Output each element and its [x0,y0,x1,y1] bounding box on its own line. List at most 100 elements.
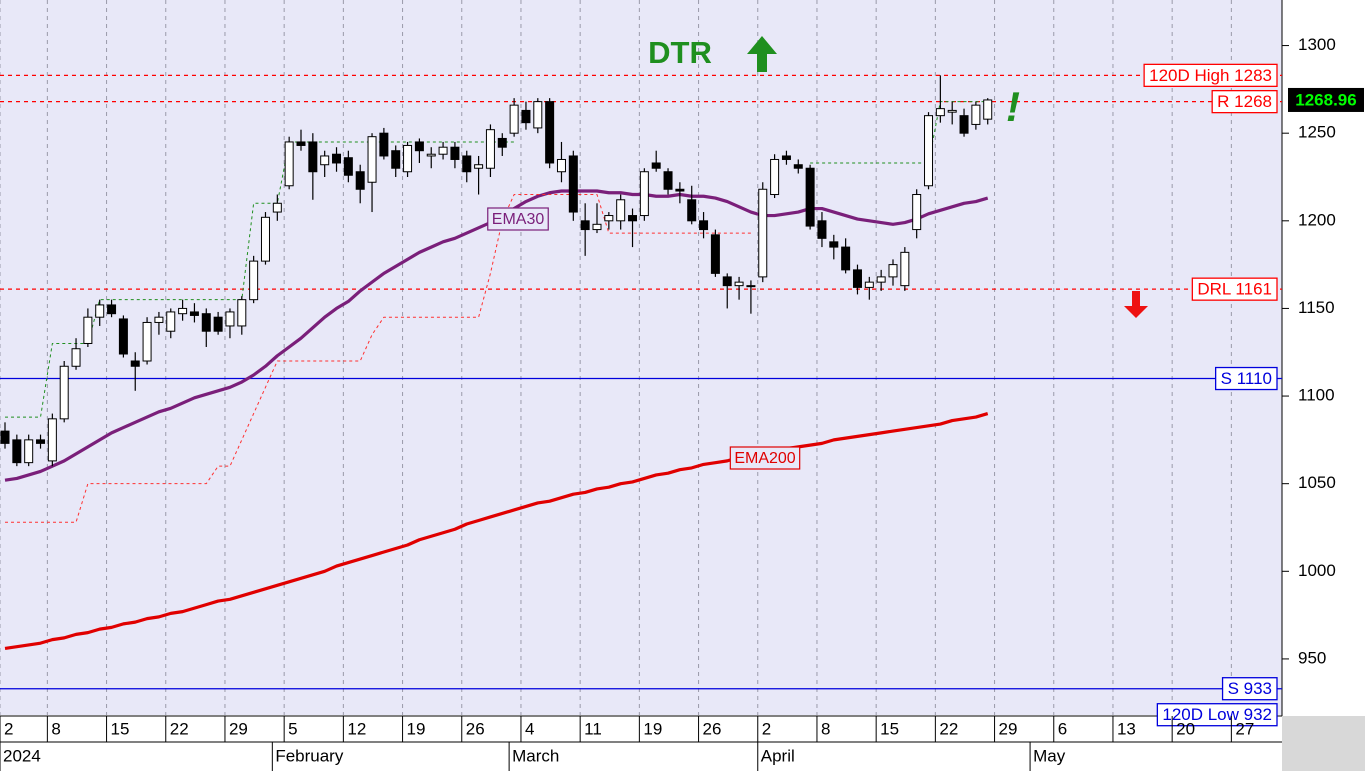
candle-body [296,141,306,146]
annotation-dtr: DTR [648,35,712,70]
candle-body [592,223,602,231]
candle-body [0,430,10,444]
candle-body [225,311,235,327]
month-label: April [761,746,795,765]
price-tag-box [1288,87,1364,112]
candle-body [533,101,543,129]
y-tick-label: 1300 [1298,35,1336,54]
candle-body [189,311,199,316]
candle-body [568,155,578,213]
candle-body [758,188,768,278]
candle-body [829,241,839,248]
level-label-box [1143,63,1278,88]
candle-body [213,316,223,332]
candle-body [343,157,353,176]
candle-body [663,171,673,190]
candle-body [947,109,957,113]
month-label: May [1033,746,1066,765]
level-label: 120D High 1283 [1149,66,1272,85]
candle-body [272,202,282,213]
month-label: February [275,746,344,765]
levels [0,74,1282,690]
candle-body [485,129,495,169]
candle-body [545,101,555,164]
x-tick-label: 15 [111,719,130,738]
y-tick-label: 1150 [1298,298,1335,317]
candle-body [687,199,697,222]
candle-body [971,104,981,125]
candle-body [580,220,590,231]
level-label-box [1211,89,1278,114]
candle-body [12,439,22,464]
candle-body [47,418,57,462]
candle-body [817,220,827,239]
x-tick-label: 2 [762,719,771,738]
candle-body [237,299,247,327]
candle-body [497,137,507,148]
candle-body [355,171,365,190]
x-axis-background [0,716,1282,771]
candle-body [308,141,318,173]
candle-body [130,360,140,367]
candle-body [841,246,851,271]
y-tick-label: 950 [1298,648,1326,667]
candle-body [403,144,413,173]
x-tick-label: 22 [939,719,958,738]
x-tick-label: 6 [1058,719,1067,738]
candle-body [332,153,342,164]
candle-body [675,188,685,192]
x-tick-label: 2 [4,719,13,738]
candle-body [474,164,484,169]
candle-body [924,115,934,187]
annotation-exclamation: ! [1006,83,1020,130]
y-tick-label: 1250 [1298,123,1336,142]
candle-body [154,316,164,323]
candle-body [746,285,756,288]
x-tick-label: 12 [347,719,366,738]
candle-body [462,155,472,173]
axes: 2 8 15 22 29 5 12 19 26 4 11 19 26 2 8 15 22 29 6 13 20 27 202… [0,35,1336,771]
candles [0,75,993,467]
candle-body [722,276,732,287]
candle-body [320,155,330,166]
candle-body [166,311,176,332]
level-label: 120D Low 932 [1162,705,1272,724]
plot-background [0,0,1282,715]
candle-body [935,108,945,117]
candle-body [450,146,460,160]
x-tick-label: 11 [584,719,602,738]
candle-body [178,307,188,315]
candle-body [781,155,791,160]
candle-body [710,234,720,274]
candle-body [36,439,46,444]
month-label: March [512,746,559,765]
candle-body [734,281,744,287]
x-tick-label: 13 [1117,719,1136,738]
level-label: S 1110 [1221,369,1272,388]
ema-label: EMA200 [734,450,795,467]
candle-body [805,167,815,227]
candle-body [864,281,874,288]
candle-body [249,260,259,301]
candle-body [793,164,803,169]
level-label-box [1191,277,1278,301]
candle-body [367,136,377,183]
candle-body [83,316,93,344]
y-tick-label: 1200 [1298,210,1336,229]
level-label-box [1221,677,1278,701]
candle-body [95,304,105,318]
ema-label-box [729,446,801,470]
labels: 120D High 1283 R 1268 DRL 1161 S 1110 S 933 1… [487,63,1364,727]
x-tick-label: 19 [407,719,426,738]
candle-body [284,141,294,187]
x-tick-label: 27 [1235,719,1254,738]
candle-body [556,158,566,173]
x-tick-label: 26 [466,719,485,738]
down-arrow [1124,291,1148,318]
price-tag: 1268.96 [1295,90,1356,109]
candle-body [142,321,152,362]
candle-body [379,132,389,157]
level-label: R 1268 [1217,92,1272,111]
